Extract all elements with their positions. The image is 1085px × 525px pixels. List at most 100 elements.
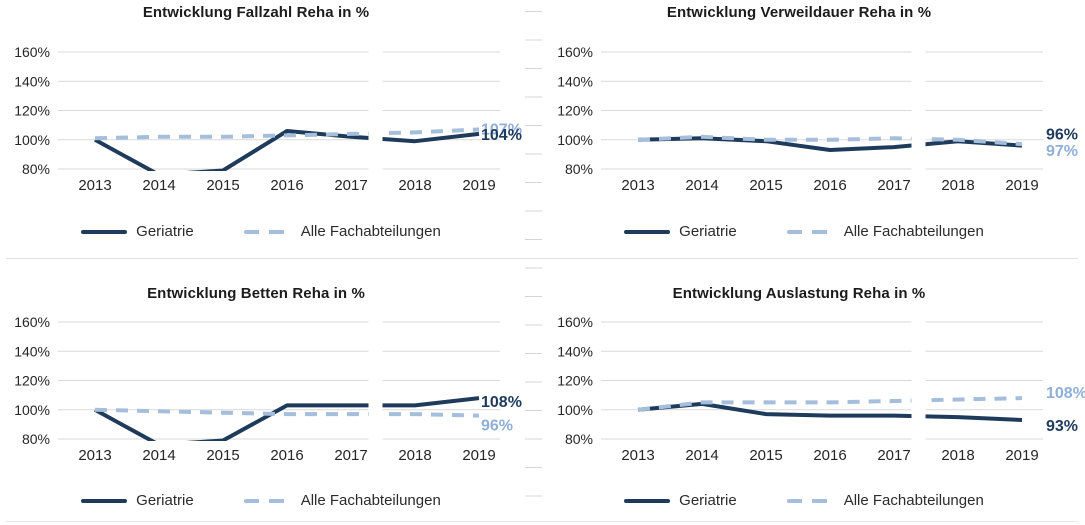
end-data-label: 96% bbox=[481, 418, 513, 435]
chart-title: Entwicklung Betten Reha in % bbox=[147, 285, 365, 302]
alle-fachabteilungen-series-line bbox=[637, 396, 1023, 412]
y-axis-tick-label: 160% bbox=[557, 314, 593, 330]
legend-item-alle-fachabteilungen: Alle Fachabteilungen bbox=[243, 492, 441, 509]
legend-item-geriatrie: Geriatrie bbox=[624, 492, 737, 509]
legend-label: Geriatrie bbox=[679, 492, 737, 509]
alle-fachabteilungen-series-line bbox=[94, 127, 480, 141]
end-data-label: 104% bbox=[481, 127, 522, 144]
x-axis-tick-label: 2014 bbox=[685, 447, 718, 464]
legend-label: Alle Fachabteilungen bbox=[300, 223, 441, 240]
legend-item-alle-fachabteilungen: Alle Fachabteilungen bbox=[786, 223, 984, 240]
chart-title: Entwicklung Fallzahl Reha in % bbox=[142, 4, 370, 21]
stitch-gap bbox=[911, 313, 926, 441]
verweildauer-chart-plot: 160% 140% 120% 100% 80% 2013 2014 2015 2016 2017 2… bbox=[557, 43, 1078, 194]
legend-label: Alle Fachabteilungen bbox=[843, 492, 984, 509]
geriatrie-line-swatch bbox=[624, 498, 671, 503]
x-axis-tick-label: 2013 bbox=[78, 177, 111, 194]
y-axis-tick-label: 80% bbox=[565, 161, 593, 177]
chart-title: Entwicklung Verweildauer Reha in % bbox=[666, 4, 932, 21]
x-axis-tick-label: 2018 bbox=[941, 447, 974, 464]
end-data-label: 108% bbox=[481, 394, 522, 411]
legend-item-alle-fachabteilungen: Alle Fachabteilungen bbox=[786, 492, 984, 509]
alle-fachabteilungen-series-line bbox=[637, 134, 1023, 147]
x-axis-tick-label: 2014 bbox=[142, 177, 175, 194]
x-axis-tick-label: 2014 bbox=[142, 447, 175, 464]
end-data-label: 107% bbox=[481, 122, 522, 139]
x-axis-tick-label: 2016 bbox=[270, 447, 303, 464]
geriatrie-line-swatch bbox=[81, 229, 128, 234]
legend-label: Alle Fachabteilungen bbox=[843, 223, 984, 240]
chart-title: Entwicklung Auslastung Reha in % bbox=[672, 285, 926, 302]
x-axis-tick-label: 2017 bbox=[334, 447, 367, 464]
x-axis-tick-label: 2013 bbox=[621, 447, 654, 464]
auslastung-chart-plot: 160% 140% 120% 100% 80% 2013 2014 2015 2016 2017 2… bbox=[557, 313, 1085, 464]
y-axis-tick-label: 80% bbox=[22, 431, 50, 447]
x-axis-tick-label: 2016 bbox=[270, 177, 303, 194]
end-data-label: 108% bbox=[1046, 385, 1085, 402]
y-axis-tick-label: 120% bbox=[14, 373, 50, 389]
y-axis-tick-label: 80% bbox=[22, 161, 50, 177]
end-data-label: 93% bbox=[1046, 418, 1078, 435]
y-axis-tick-label: 100% bbox=[557, 402, 593, 418]
end-data-label: 96% bbox=[1046, 127, 1078, 144]
y-axis-tick-label: 140% bbox=[557, 343, 593, 359]
y-axis-tick-label: 100% bbox=[557, 132, 593, 148]
chart-card-verweildauer[interactable]: 160% 140% 120% 100% 80% 2013 2014 2015 2016 2017 2… bbox=[543, 0, 1085, 262]
geriatrie-line-swatch bbox=[81, 498, 128, 503]
chart-legend: Geriatrie Alle Fachabteilungen bbox=[0, 223, 522, 240]
legend-item-geriatrie: Geriatrie bbox=[624, 223, 737, 240]
x-axis-tick-label: 2013 bbox=[621, 177, 654, 194]
x-axis-tick-label: 2019 bbox=[1005, 447, 1038, 464]
x-axis-tick-label: 2015 bbox=[749, 177, 782, 194]
y-axis-tick-label: 100% bbox=[14, 132, 50, 148]
stitch-gap bbox=[368, 43, 383, 171]
chart-card-fallzahl[interactable]: 160% 140% 120% 100% 80% 2013 2014 2015 2016 2017 2… bbox=[0, 0, 542, 262]
y-axis-tick-label: 160% bbox=[14, 314, 50, 330]
x-axis-tick-label: 2019 bbox=[462, 447, 495, 464]
alle-fachabteilungen-line-swatch bbox=[786, 229, 835, 234]
chart-legend: Geriatrie Alle Fachabteilungen bbox=[543, 492, 1065, 509]
x-axis-tick-label: 2015 bbox=[749, 447, 782, 464]
fallzahl-chart-plot: 160% 140% 120% 100% 80% 2013 2014 2015 2016 2017 2… bbox=[14, 43, 522, 194]
x-axis-tick-label: 2016 bbox=[813, 447, 846, 464]
x-axis-tick-label: 2018 bbox=[398, 447, 431, 464]
betten-chart-plot: 160% 140% 120% 100% 80% 2013 2014 2015 2016 2017 2… bbox=[14, 313, 522, 464]
alle-fachabteilungen-series-line bbox=[94, 407, 480, 418]
legend-item-geriatrie: Geriatrie bbox=[81, 492, 194, 509]
alle-fachabteilungen-line-swatch bbox=[243, 498, 292, 503]
end-data-label: 97% bbox=[1046, 143, 1078, 160]
x-axis-tick-label: 2018 bbox=[941, 177, 974, 194]
y-axis-tick-label: 160% bbox=[14, 44, 50, 60]
y-axis-tick-label: 140% bbox=[14, 73, 50, 89]
x-axis-tick-label: 2019 bbox=[1005, 177, 1038, 194]
legend-label: Geriatrie bbox=[679, 223, 737, 240]
alle-fachabteilungen-line-swatch bbox=[786, 498, 835, 503]
chart-legend: Geriatrie Alle Fachabteilungen bbox=[543, 223, 1065, 240]
legend-label: Alle Fachabteilungen bbox=[300, 492, 441, 509]
sheet-gridline-gutter-horizontal bbox=[6, 521, 1078, 522]
x-axis-tick-label: 2013 bbox=[78, 447, 111, 464]
legend-item-alle-fachabteilungen: Alle Fachabteilungen bbox=[243, 223, 441, 240]
y-axis-tick-label: 120% bbox=[557, 373, 593, 389]
x-axis-tick-label: 2014 bbox=[685, 177, 718, 194]
chart-card-betten[interactable]: 160% 140% 120% 100% 80% 2013 2014 2015 2016 2017 2… bbox=[0, 263, 542, 525]
x-axis-tick-label: 2016 bbox=[813, 177, 846, 194]
x-axis-tick-label: 2017 bbox=[334, 177, 367, 194]
legend-label: Geriatrie bbox=[136, 223, 194, 240]
geriatrie-line-swatch bbox=[624, 229, 671, 234]
geriatrie-series-line bbox=[94, 396, 480, 441]
geriatrie-series-line bbox=[637, 401, 1023, 422]
stitch-gap bbox=[368, 313, 383, 441]
legend-item-geriatrie: Geriatrie bbox=[81, 223, 194, 240]
x-axis-tick-label: 2017 bbox=[877, 447, 910, 464]
y-axis-tick-label: 140% bbox=[14, 343, 50, 359]
x-axis-tick-label: 2018 bbox=[398, 177, 431, 194]
y-axis-tick-label: 120% bbox=[557, 103, 593, 119]
sheet-gridline-gutter-vertical bbox=[525, 11, 542, 523]
alle-fachabteilungen-line-swatch bbox=[243, 229, 292, 234]
x-axis-tick-label: 2019 bbox=[462, 177, 495, 194]
y-axis-tick-label: 140% bbox=[557, 73, 593, 89]
chart-card-auslastung[interactable]: 160% 140% 120% 100% 80% 2013 2014 2015 2016 2017 2… bbox=[543, 263, 1085, 525]
legend-label: Geriatrie bbox=[136, 492, 194, 509]
y-axis-tick-label: 100% bbox=[14, 402, 50, 418]
